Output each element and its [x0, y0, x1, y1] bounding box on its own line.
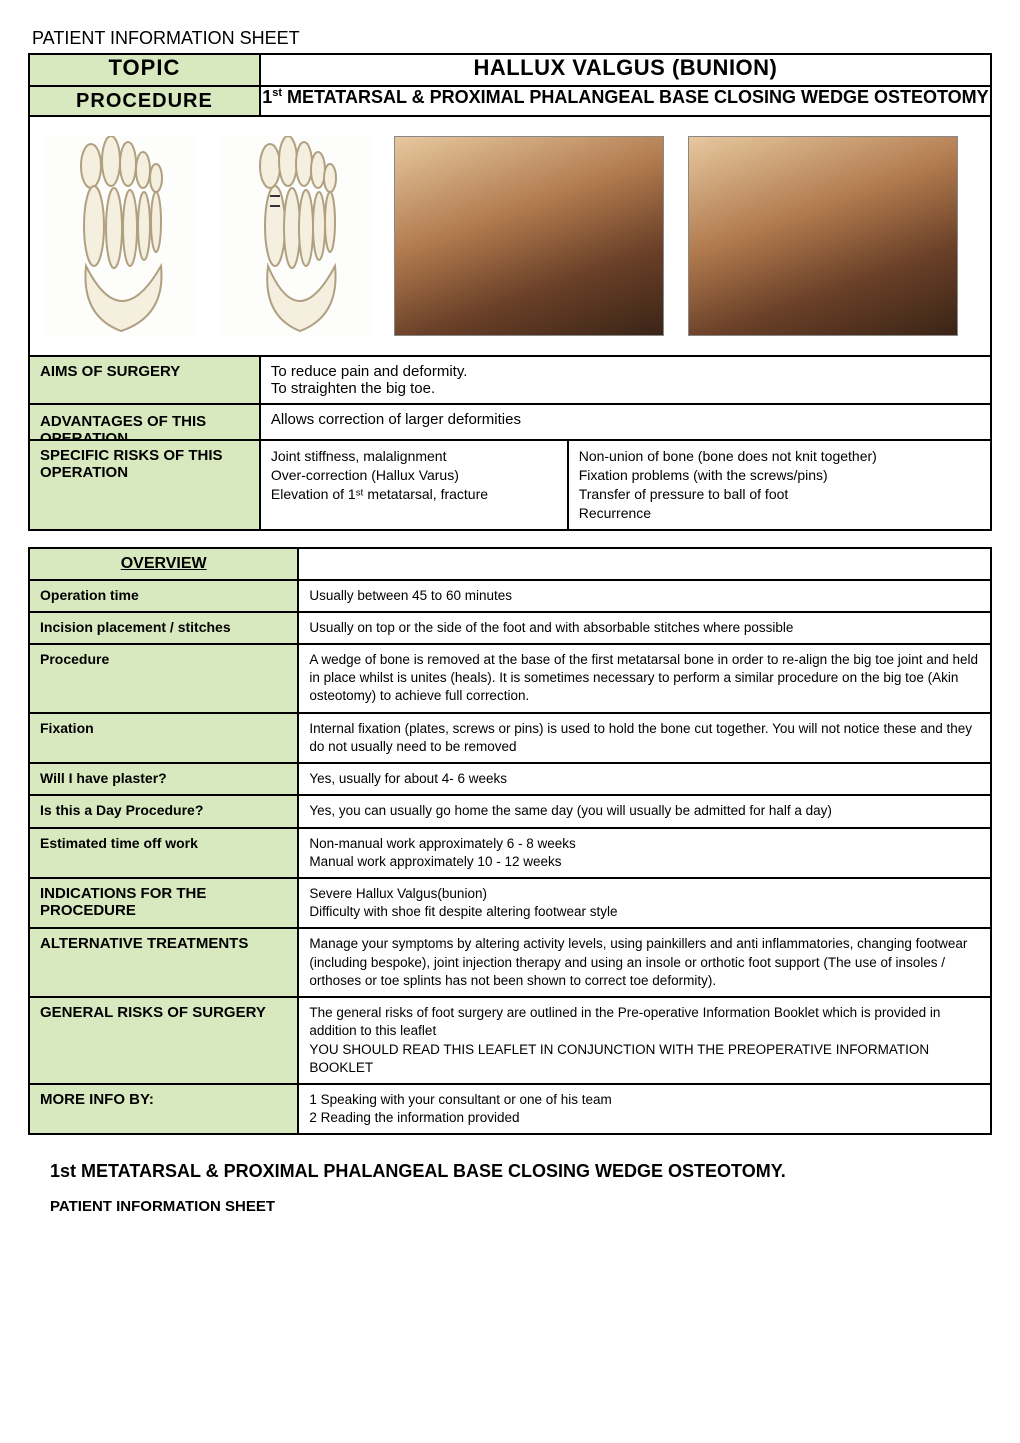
alternative-label: ALTERNATIVE TREATMENTS	[29, 928, 298, 997]
table-row: Estimated time off work Non-manual work …	[29, 828, 991, 878]
operation-time-label: Operation time	[29, 580, 298, 612]
incision-value: Usually on top or the side of the foot a…	[298, 612, 991, 644]
aims-label: AIMS OF SURGERY	[29, 356, 260, 404]
risks-left: Joint stiffness, malalignment Over-corre…	[260, 440, 568, 530]
indications-value: Severe Hallux Valgus(bunion) Difficulty …	[298, 878, 991, 928]
risks-row: SPECIFIC RISKS OF THIS OPERATION Joint s…	[29, 440, 991, 530]
indications-label: INDICATIONS FOR THE PROCEDURE	[29, 878, 298, 928]
advantages-label: ADVANTAGES OF THIS OPERATION	[40, 413, 249, 440]
aims-value: To reduce pain and deformity. To straigh…	[260, 356, 991, 404]
aims-row: AIMS OF SURGERY To reduce pain and defor…	[29, 356, 991, 404]
table-row: Incision placement / stitches Usually on…	[29, 612, 991, 644]
alternative-value: Manage your symptoms by altering activit…	[298, 928, 991, 997]
topic-label-cell: TOPIC	[29, 54, 260, 86]
risks-right-cell: Non-union of bone (bone does not knit to…	[568, 440, 991, 530]
table-row: Fixation Internal fixation (plates, scre…	[29, 713, 991, 763]
footer-title: 1st METATARSAL & PROXIMAL PHALANGEAL BAS…	[50, 1161, 992, 1182]
overview-table: OVERVIEW Operation time Usually between …	[28, 547, 992, 1136]
day-proc-value: Yes, you can usually go home the same da…	[298, 795, 991, 827]
general-risks-value: The general risks of foot surgery are ou…	[298, 997, 991, 1084]
advantages-value: Allows correction of larger deformities	[260, 404, 991, 440]
procedure-value-cell: 1st METATARSAL & PROXIMAL PHALANGEAL BAS…	[260, 86, 991, 116]
leaflet-header: PATIENT INFORMATION SHEET	[32, 28, 992, 49]
fixation-label: Fixation	[29, 713, 298, 763]
procedure-detail-label: Procedure	[29, 644, 298, 713]
foot-photo-lateral	[394, 136, 664, 336]
table-row: ALTERNATIVE TREATMENTS Manage your sympt…	[29, 928, 991, 997]
time-off-value: Non-manual work approximately 6 - 8 week…	[298, 828, 991, 878]
table-row: Procedure A wedge of bone is removed at …	[29, 644, 991, 713]
procedure-value-prefix: 1	[262, 87, 272, 107]
table-row: Will I have plaster? Yes, usually for ab…	[29, 763, 991, 795]
advantages-row: ADVANTAGES OF THIS OPERATION Allows corr…	[29, 404, 991, 440]
overview-heading-row: OVERVIEW	[29, 548, 991, 580]
topic-value-cell: HALLUX VALGUS (BUNION)	[260, 54, 991, 86]
more-info-value: 1 Speaking with your consultant or one o…	[298, 1084, 991, 1134]
topic-value: HALLUX VALGUS (BUNION)	[261, 55, 990, 81]
table-row: GENERAL RISKS OF SURGERY The general ris…	[29, 997, 991, 1084]
plaster-label: Will I have plaster?	[29, 763, 298, 795]
table-row: INDICATIONS FOR THE PROCEDURE Severe Hal…	[29, 878, 991, 928]
foot-diagram-postop	[220, 136, 370, 336]
table-row: Operation time Usually between 45 to 60 …	[29, 580, 991, 612]
fixation-value: Internal fixation (plates, screws or pin…	[298, 713, 991, 763]
risks-right: Non-union of bone (bone does not knit to…	[579, 447, 980, 523]
overview-heading-empty	[298, 548, 991, 580]
procedure-detail-value: A wedge of bone is removed at the base o…	[298, 644, 991, 713]
foot-diagram-preop	[46, 136, 196, 336]
time-off-label: Estimated time off work	[29, 828, 298, 878]
header-table: TOPIC HALLUX VALGUS (BUNION) PROCEDURE 1…	[28, 53, 992, 531]
risks-label: SPECIFIC RISKS OF THIS OPERATION	[29, 440, 260, 530]
overview-heading: OVERVIEW	[29, 548, 298, 580]
procedure-value-suffix: st	[272, 87, 282, 99]
advantages-label-cell: ADVANTAGES OF THIS OPERATION	[29, 404, 260, 440]
procedure-label: PROCEDURE	[30, 90, 259, 113]
more-info-label: MORE INFO BY:	[29, 1084, 298, 1134]
incision-label: Incision placement / stitches	[29, 612, 298, 644]
procedure-label-cell: PROCEDURE	[29, 86, 260, 116]
topic-row: TOPIC HALLUX VALGUS (BUNION)	[29, 54, 991, 86]
procedure-value-rest: METATARSAL & PROXIMAL PHALANGEAL BASE CL…	[282, 87, 989, 107]
procedure-value: 1st METATARSAL & PROXIMAL PHALANGEAL BAS…	[261, 87, 990, 108]
day-proc-label: Is this a Day Procedure?	[29, 795, 298, 827]
image-cell	[29, 116, 991, 356]
table-row: MORE INFO BY: 1 Speaking with your consu…	[29, 1084, 991, 1134]
topic-label: TOPIC	[30, 55, 259, 81]
general-risks-label: GENERAL RISKS OF SURGERY	[29, 997, 298, 1084]
image-row	[29, 116, 991, 356]
plaster-value: Yes, usually for about 4- 6 weeks	[298, 763, 991, 795]
footer-subtitle: PATIENT INFORMATION SHEET	[50, 1198, 992, 1215]
table-row: Is this a Day Procedure? Yes, you can us…	[29, 795, 991, 827]
foot-photo-dorsal	[688, 136, 958, 336]
operation-time-value: Usually between 45 to 60 minutes	[298, 580, 991, 612]
procedure-row: PROCEDURE 1st METATARSAL & PROXIMAL PHAL…	[29, 86, 991, 116]
